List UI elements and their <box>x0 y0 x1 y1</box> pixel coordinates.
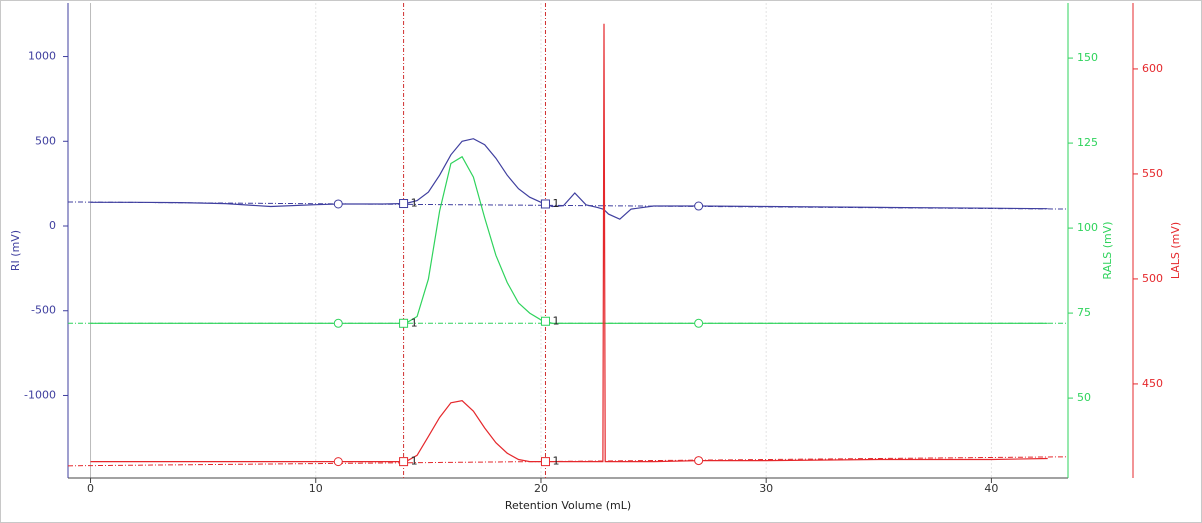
peak-limit-marker <box>540 199 550 209</box>
baseline-point <box>694 201 704 211</box>
y-tick-label: -1000 <box>24 388 56 401</box>
y2-axis-label: RALS (mV) <box>1101 221 1114 279</box>
peak-label: 1 <box>552 455 559 468</box>
peak-limit-marker <box>540 316 550 326</box>
peak-label: 1 <box>552 197 559 210</box>
trace <box>90 138 1048 220</box>
x-tick-label: 20 <box>534 482 548 495</box>
peak-limit-marker <box>540 457 550 467</box>
baseline-point <box>333 318 343 328</box>
trace <box>90 155 1048 324</box>
baseline-point <box>333 199 343 209</box>
peak-label: 1 <box>411 197 418 210</box>
peak-label: 1 <box>552 314 559 327</box>
baseline-point <box>694 456 704 466</box>
y3-tick-label: 550 <box>1142 167 1163 180</box>
x-axis-label: Retention Volume (mL) <box>505 499 631 512</box>
y3-tick-label: 600 <box>1142 62 1163 75</box>
y-tick-label: 0 <box>49 219 56 232</box>
x-tick-label: 30 <box>759 482 773 495</box>
peak-label: 1 <box>411 455 418 468</box>
baseline-point <box>333 457 343 467</box>
y-tick-label: -500 <box>31 304 56 317</box>
baseline-point <box>694 318 704 328</box>
y2-tick-label: 100 <box>1077 221 1098 234</box>
peak-limit-marker <box>399 318 409 328</box>
x-tick-label: 10 <box>309 482 323 495</box>
trace <box>90 23 1048 463</box>
y3-axis-label: LALS (mV) <box>1169 222 1182 279</box>
x-tick-label: 0 <box>87 482 94 495</box>
y-tick-label: 1000 <box>28 50 56 63</box>
y3-tick-label: 450 <box>1142 377 1163 390</box>
y2-tick-label: 75 <box>1077 306 1091 319</box>
peak-limit-marker <box>399 199 409 209</box>
y-tick-label: 500 <box>35 134 56 147</box>
peak-label: 1 <box>411 316 418 329</box>
y-axis-label: RI (mV) <box>9 230 22 271</box>
peak-limit-marker <box>399 457 409 467</box>
y2-tick-label: 50 <box>1077 391 1091 404</box>
y2-tick-label: 150 <box>1077 51 1098 64</box>
y2-tick-label: 125 <box>1077 136 1098 149</box>
x-tick-label: 40 <box>984 482 998 495</box>
y3-tick-label: 500 <box>1142 272 1163 285</box>
